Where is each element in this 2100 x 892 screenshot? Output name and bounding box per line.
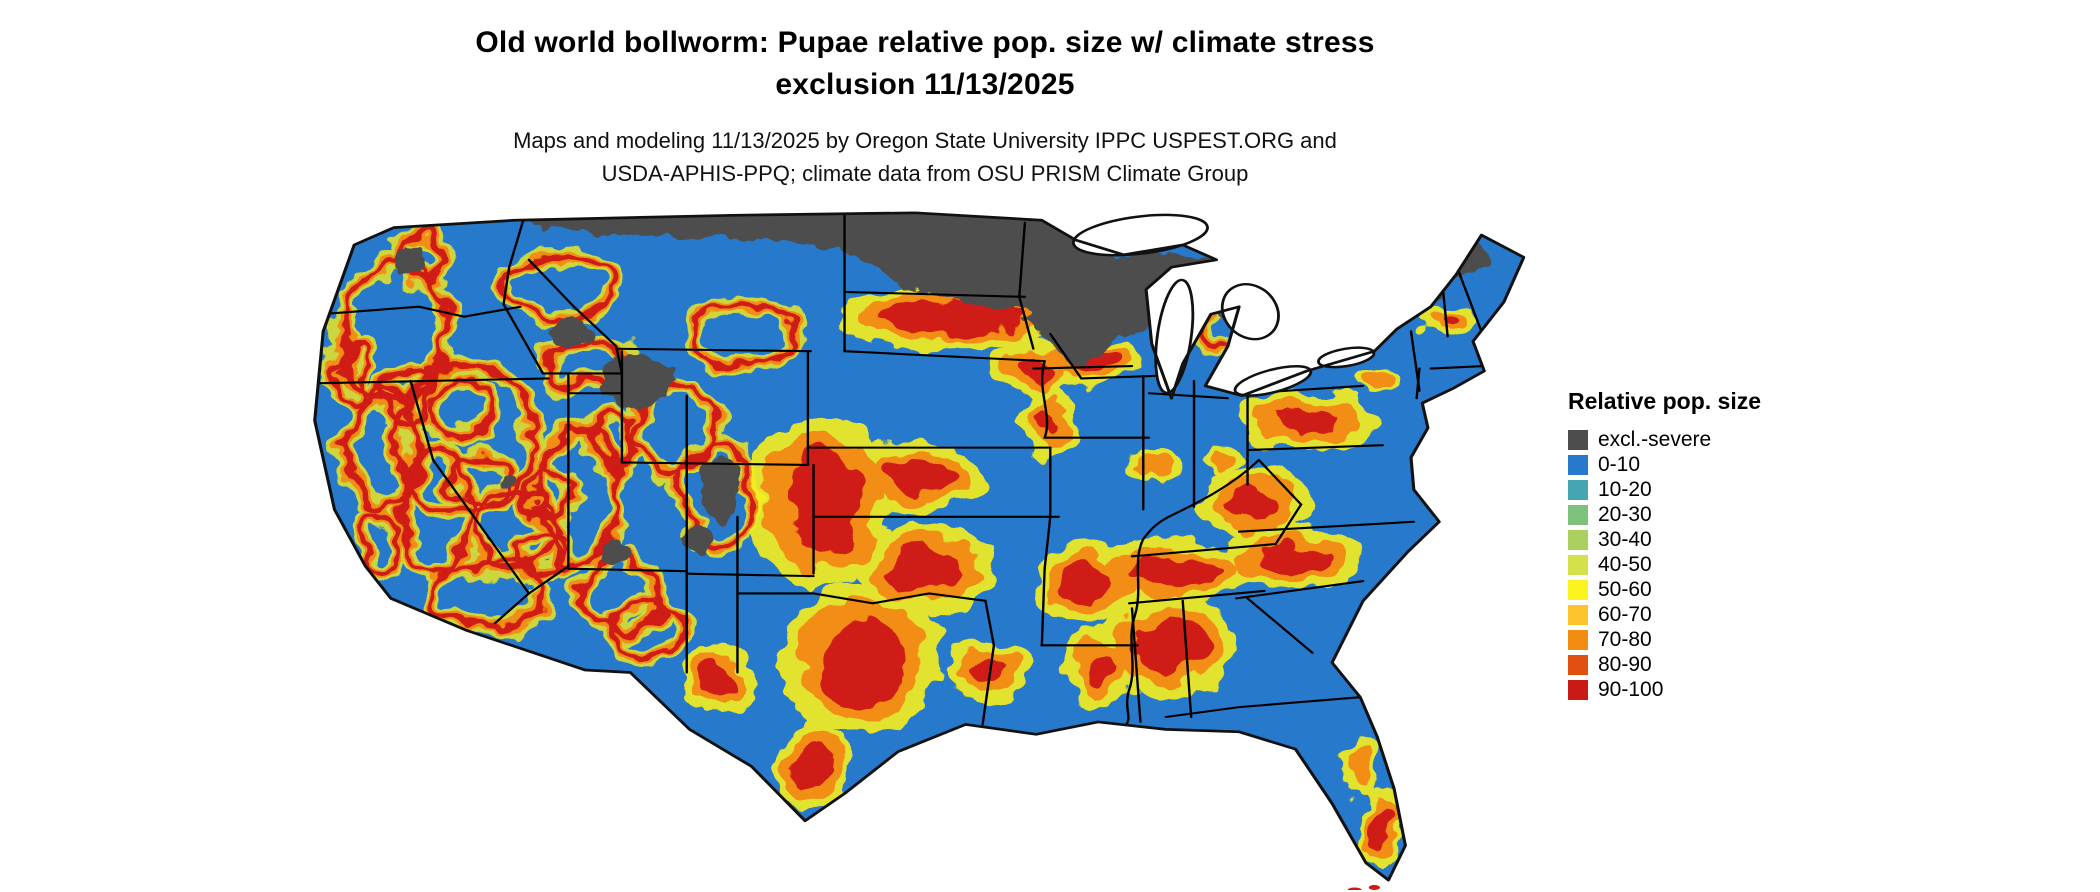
heat-regions xyxy=(326,225,1479,871)
legend-label: 70-80 xyxy=(1598,628,1652,651)
legend-entries: excl.-severe 0-10 10-20 20-30 30-40 40-50 50-6… xyxy=(1568,427,1761,702)
header: Old world bollworm: Pupae relative pop. … xyxy=(230,22,1620,190)
legend-item: 50-60 xyxy=(1568,577,1761,602)
legend-item: 30-40 xyxy=(1568,527,1761,552)
legend-item: 40-50 xyxy=(1568,552,1761,577)
legend-swatch xyxy=(1568,554,1588,575)
legend-swatch xyxy=(1568,429,1588,450)
legend-swatch xyxy=(1568,529,1588,550)
legend-label: 30-40 xyxy=(1598,528,1652,551)
legend-swatch xyxy=(1568,504,1588,525)
legend-label: 0-10 xyxy=(1598,453,1641,476)
subtitle: Maps and modeling 11/13/2025 by Oregon S… xyxy=(230,124,1620,190)
legend-item: 10-20 xyxy=(1568,477,1761,502)
legend-label: 80-90 xyxy=(1598,653,1652,676)
page-title-line1: Old world bollworm: Pupae relative pop. … xyxy=(475,26,1375,59)
legend-title: Relative pop. size xyxy=(1568,388,1762,414)
legend-label: 20-30 xyxy=(1598,503,1652,526)
legend-swatch xyxy=(1568,579,1588,600)
subtitle-line1: Maps and modeling 11/13/2025 by Oregon S… xyxy=(513,128,1337,153)
legend-swatch xyxy=(1568,479,1588,500)
legend-item: 60-70 xyxy=(1568,602,1761,627)
legend: Relative pop. size excl.-severe 0-10 10-20… xyxy=(1568,388,1761,702)
legend-item: 0-10 xyxy=(1568,452,1761,477)
florida-keys xyxy=(1347,885,1380,890)
legend-label: excl.-severe xyxy=(1598,428,1712,451)
page-title-line2: exclusion 11/13/2025 xyxy=(775,68,1075,101)
legend-label: 60-70 xyxy=(1598,603,1652,626)
legend-label: 10-20 xyxy=(1598,478,1652,501)
legend-label: 40-50 xyxy=(1598,553,1652,576)
state-borders xyxy=(314,212,1486,726)
us-map-svg xyxy=(313,211,1526,890)
legend-item: excl.-severe xyxy=(1568,427,1761,452)
great-lakes xyxy=(1072,213,1376,397)
legend-swatch xyxy=(1568,629,1588,650)
legend-label: 90-100 xyxy=(1598,678,1664,701)
lake-huron xyxy=(1220,283,1280,341)
legend-swatch xyxy=(1568,604,1588,625)
legend-item: 20-30 xyxy=(1568,502,1761,527)
map-area xyxy=(295,198,1535,890)
legend-swatch xyxy=(1568,454,1588,475)
legend-item: 90-100 xyxy=(1568,677,1761,702)
subtitle-line2: USDA-APHIS-PPQ; climate data from OSU PR… xyxy=(601,161,1249,186)
legend-label: 50-60 xyxy=(1598,578,1652,601)
legend-item: 80-90 xyxy=(1568,652,1761,677)
legend-swatch xyxy=(1568,679,1588,700)
legend-item: 70-80 xyxy=(1568,627,1761,652)
legend-swatch xyxy=(1568,654,1588,675)
us-outline xyxy=(313,211,1526,882)
